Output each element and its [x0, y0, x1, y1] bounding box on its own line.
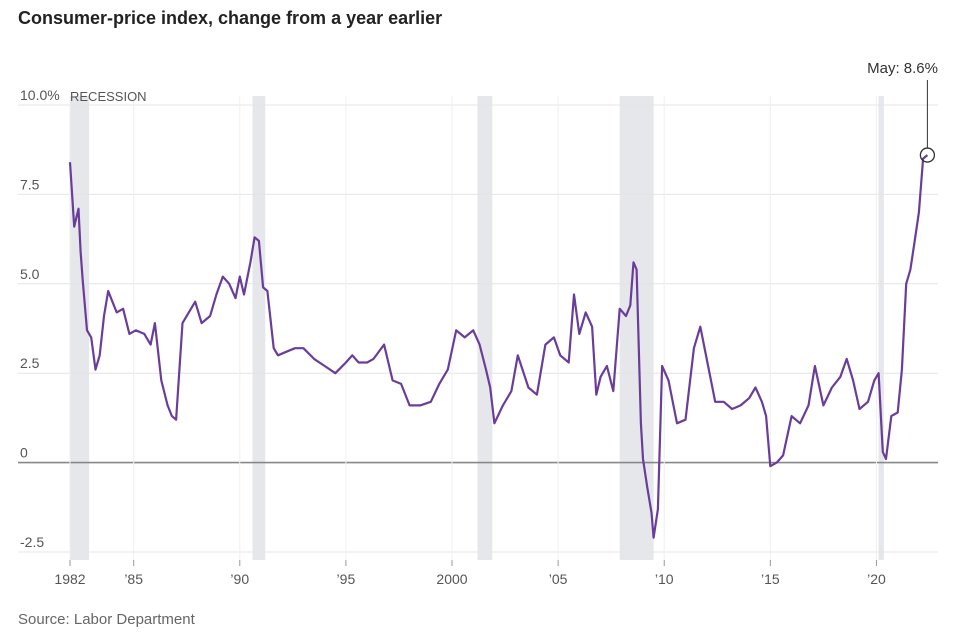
y-tick-label-0: -2.5	[20, 534, 44, 550]
x-tick-label-1: ’85	[124, 571, 143, 587]
x-tick-label-4: 2000	[436, 571, 467, 587]
recession-band-3	[619, 96, 654, 560]
recession-band-2	[477, 96, 493, 560]
recession-bands	[70, 96, 884, 560]
x-tick-label-3: ’95	[337, 571, 356, 587]
y-tick-label-1: 0	[20, 445, 28, 461]
y-tick-label-4: 7.5	[20, 176, 40, 192]
x-tick-label-5: ’05	[549, 571, 568, 587]
x-tick-label-8: ’20	[867, 571, 886, 587]
source-note: Source: Labor Department	[18, 611, 195, 628]
y-tick-label-5: 10.0%	[20, 87, 60, 103]
y-tick-label-3: 5.0	[20, 266, 40, 282]
chart-title: Consumer-price index, change from a year…	[18, 8, 443, 28]
x-tick-label-0: 1982	[54, 571, 85, 587]
annotation-label: May: 8.6%	[867, 60, 938, 77]
annotation-marker	[919, 147, 936, 163]
cpi-series-line	[68, 154, 929, 539]
y-tick-label-2: 2.5	[20, 355, 40, 371]
y-axis-ticks: -2.5 0 2.5 5.0 7.5 10.0%	[20, 87, 60, 550]
recession-band-0	[70, 96, 90, 560]
recession-band-4	[878, 96, 884, 560]
recession-label: RECESSION	[70, 89, 147, 104]
x-axis-ticks: 1982 ’85 ’90 ’95 2000 ’05 ’10 ’15 ’20	[54, 560, 886, 587]
x-tick-label-6: ’10	[655, 571, 674, 587]
x-tick-label-7: ’15	[761, 571, 780, 587]
x-tick-label-2: ’90	[230, 571, 249, 587]
recession-band-1	[252, 96, 266, 560]
